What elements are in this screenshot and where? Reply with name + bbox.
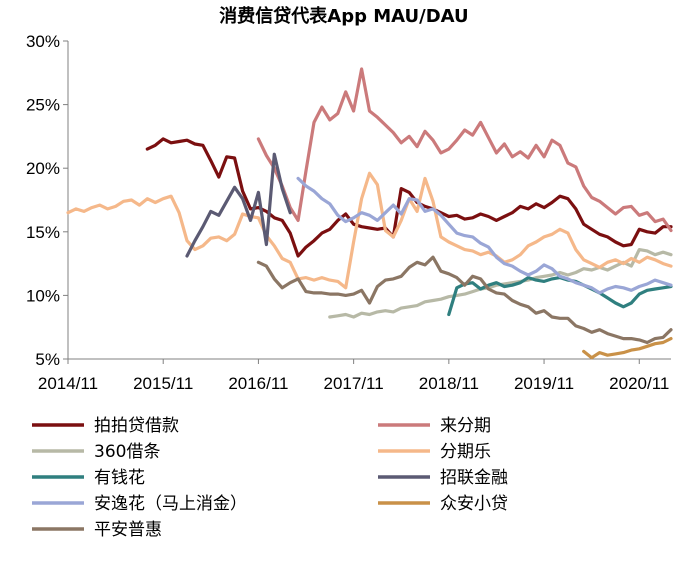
- series-line-7: [582, 337, 673, 360]
- series-line-3: [66, 171, 673, 290]
- series-line-1: [256, 67, 673, 233]
- series-lines: [66, 67, 673, 360]
- y-tick-label: 25%: [26, 96, 60, 115]
- legend-label-5: 招联金融: [440, 468, 508, 488]
- y-tick-label: 30%: [26, 32, 60, 51]
- legend-label-2: 360借条: [94, 442, 160, 462]
- y-tick-label: 10%: [26, 286, 60, 305]
- series-line-6: [296, 176, 673, 295]
- axes: 5% 10% 15% 20% 25% 30% 2014/11 2015/11 2016/11 20…: [26, 32, 671, 393]
- legend-label-4: 有钱花: [94, 468, 145, 488]
- y-tick-label: 5%: [35, 350, 60, 369]
- x-tick-label: 2017/11: [324, 374, 384, 393]
- legend-label-3: 分期乐: [440, 442, 491, 462]
- series-line-0: [145, 137, 673, 258]
- x-tick-label: 2019/11: [514, 374, 574, 393]
- series-line-8: [256, 255, 673, 345]
- x-tick-label: 2015/11: [133, 374, 193, 393]
- legend-label-7: 众安小贷: [440, 494, 508, 514]
- y-tick-label: 15%: [26, 223, 60, 242]
- x-tick-label: 2020/11: [609, 374, 669, 393]
- y-tick-label: 20%: [26, 159, 60, 178]
- legend-label-0: 拍拍贷借款: [94, 416, 179, 436]
- chart-title: 消费信贷代表App MAU/DAU: [219, 5, 468, 27]
- x-tick-label: 2018/11: [419, 374, 479, 393]
- x-tick-label: 2016/11: [228, 374, 288, 393]
- legend-label-1: 来分期: [440, 416, 491, 436]
- x-tick-label: 2014/11: [38, 374, 98, 393]
- legend-label-6: 安逸花（马上消金）: [94, 494, 247, 514]
- legend-label-8: 平安普惠: [94, 520, 162, 540]
- series-line-5: [185, 152, 292, 258]
